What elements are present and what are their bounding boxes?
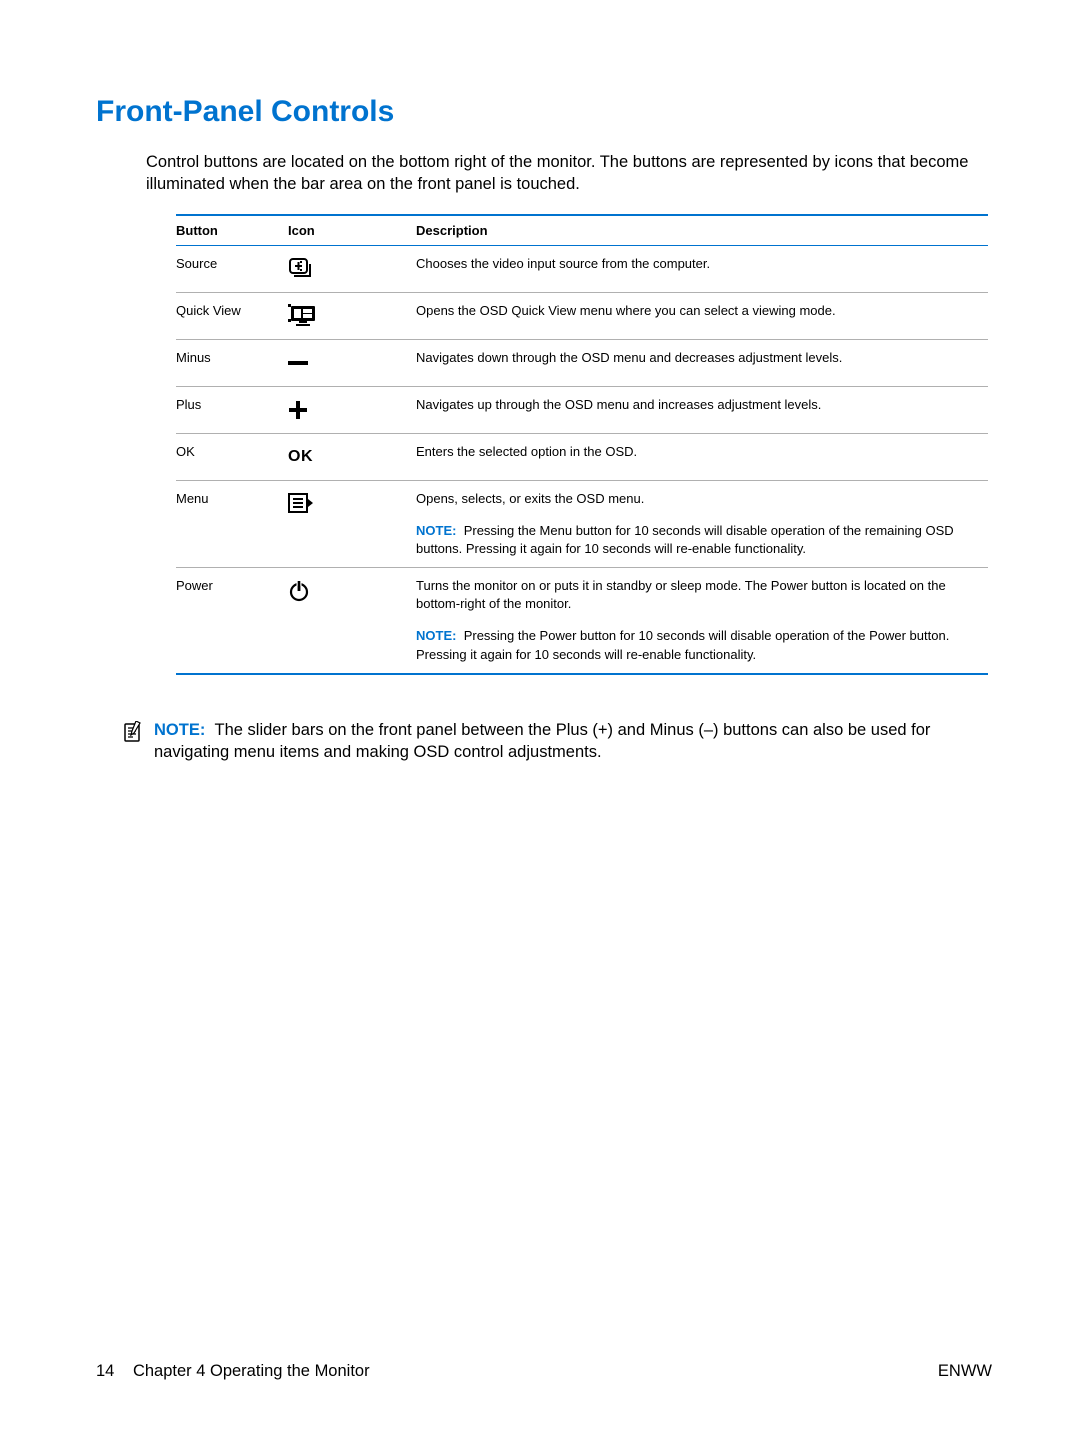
intro-paragraph: Control buttons are located on the botto… (146, 151, 992, 196)
menu-icon (288, 490, 314, 518)
table-row: OK OK Enters the selected option in the … (176, 434, 988, 480)
cell-desc: Opens, selects, or exits the OSD menu. N… (416, 490, 988, 559)
cell-desc: Chooses the video input source from the … (416, 255, 988, 273)
cell-button: OK (176, 443, 284, 461)
col-header-desc: Description (416, 223, 988, 238)
cell-button: Quick View (176, 302, 284, 320)
cell-desc: Enters the selected option in the OSD. (416, 443, 988, 461)
cell-button: Menu (176, 490, 284, 508)
cell-desc: Turns the monitor on or puts it in stand… (416, 577, 988, 664)
cell-desc: Opens the OSD Quick View menu where you … (416, 302, 988, 320)
cell-desc: Navigates up through the OSD menu and in… (416, 396, 988, 414)
quickview-icon (288, 302, 318, 330)
cell-button: Source (176, 255, 284, 273)
page-note: NOTE: The slider bars on the front panel… (122, 719, 992, 764)
col-header-button: Button (176, 223, 284, 238)
ok-icon: OK (288, 443, 313, 471)
power-icon (288, 577, 310, 605)
col-header-icon: Icon (284, 223, 416, 238)
table-row: Plus Navigates up through the OSD menu a… (176, 387, 988, 433)
controls-table: Button Icon Description Source Chooses t… (176, 214, 988, 675)
note-icon (122, 721, 144, 748)
table-row: Source Chooses the video input source fr… (176, 246, 988, 292)
page-title: Front-Panel Controls (96, 95, 992, 129)
cell-button: Power (176, 577, 284, 595)
footer-right: ENWW (938, 1362, 992, 1381)
table-row: Menu Opens, selects, or exits the OSD me… (176, 481, 988, 568)
cell-desc: Navigates down through the OSD menu and … (416, 349, 988, 367)
plus-icon (288, 396, 308, 424)
table-row: Minus Navigates down through the OSD men… (176, 340, 988, 386)
cell-button: Minus (176, 349, 284, 367)
table-header-row: Button Icon Description (176, 216, 988, 245)
cell-button: Plus (176, 396, 284, 414)
page-number: 14 (96, 1362, 114, 1380)
page-footer: 14 Chapter 4 Operating the Monitor ENWW (96, 1362, 992, 1381)
chapter-title: Chapter 4 Operating the Monitor (133, 1362, 370, 1380)
table-row: Quick View Opens the OSD Quick View menu… (176, 293, 988, 339)
minus-icon (288, 349, 308, 377)
source-icon (288, 255, 314, 283)
table-row: Power Turns the monitor on or puts it in… (176, 568, 988, 673)
